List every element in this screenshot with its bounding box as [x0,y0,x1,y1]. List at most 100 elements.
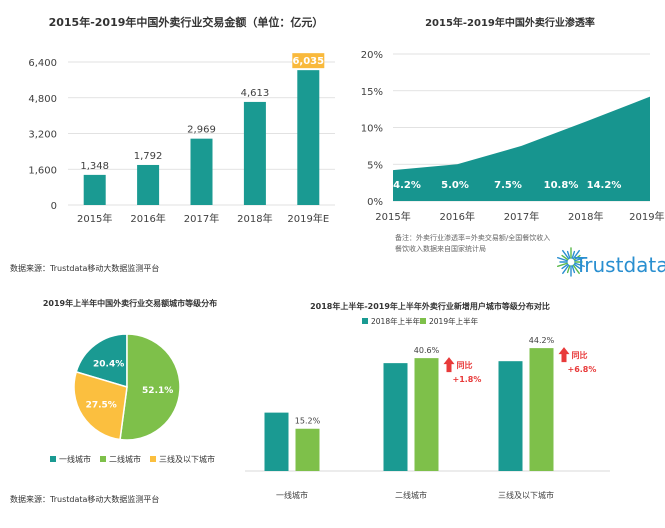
penetration-x-tick: 2018年 [568,210,603,223]
pie-legend-label: 三线及以下城市 [159,454,215,464]
penetration-y-tick: 5% [367,160,383,171]
yoy-label: 同比 [572,350,588,360]
pie-legend-swatch [100,456,106,462]
new-users-x-tick: 二线城市 [395,490,427,500]
pie-value-label: 20.4% [93,359,124,369]
penetration-value-label: 4.2% [393,180,421,191]
transaction-value-label: 1,792 [134,151,163,162]
penetration-x-tick: 2016年 [440,210,475,223]
increase-arrow-icon [443,357,455,373]
logo-ray [556,256,568,262]
penetration-x-tick: 2015年 [375,210,410,223]
logo-ray [556,262,568,268]
penetration-chart: 2015年-2019年中国外卖行业渗透率 0% 5% 10% 15% 20% 4.2% 5… [361,16,665,223]
logo-ray [566,250,571,259]
transaction-value-label: 2,969 [187,125,216,136]
new-users-bar [529,348,554,471]
new-users-legend-swatch [420,318,426,324]
new-users-bar [498,361,523,471]
new-users-chart: 2018年上半年-2019年上半年外卖行业新增用户城市等级分布对比 2018年上… [245,301,610,500]
city-tier-pie-chart: 2019年上半年中国外卖行业交易额城市等级分布 20.4%52.1%27.5% … [43,298,217,464]
bottom-left-source-note: 数据来源：Trustdata移动大数据监测平台 [10,494,159,504]
logo-ray [571,250,576,259]
new-users-value-label: 40.6% [414,346,440,355]
logo-ray [574,256,586,262]
penetration-note-line1: 备注：外卖行业渗透率=外卖交易额/全国餐饮收入 [395,233,550,242]
penetration-y-tick: 0% [367,197,383,208]
pie-chart-title: 2019年上半年中国外卖行业交易额城市等级分布 [43,298,217,308]
transaction-y-tick: 3,200 [28,130,57,141]
transaction-x-tick: 2018年 [237,212,272,225]
transaction-y-tick: 4,800 [28,94,57,105]
logo-ray [561,263,569,270]
new-users-bar [264,412,289,471]
yoy-change-label: +1.8% [453,375,482,384]
transaction-x-tick: 2017年 [184,212,219,225]
transaction-bar [190,138,213,205]
increase-arrow-icon [558,347,570,363]
transaction-chart-title: 2015年-2019年中国外卖行业交易金额（单位：亿元） [49,15,324,29]
transaction-value-label: 4,613 [241,88,270,99]
pie-slice [73,370,128,441]
transaction-value-label: 1,348 [80,161,109,172]
transaction-bar [83,174,106,205]
transaction-bar [243,101,266,205]
pie-legend-label: 二线城市 [109,454,141,464]
logo-ray [561,254,569,261]
pie-value-label: 52.1% [142,386,173,396]
logo-ray [562,249,570,260]
new-users-x-tick: 一线城市 [276,490,308,500]
transaction-x-tick: 2016年 [130,212,165,225]
transaction-value-label: 6,035 [292,56,324,67]
penetration-chart-title: 2015年-2019年中国外卖行业渗透率 [425,16,595,29]
logo-ray [573,254,581,261]
transaction-y-tick: 0 [51,201,57,212]
new-users-bar [414,358,439,471]
penetration-value-label: 5.0% [441,180,469,191]
pie-slice [75,333,128,389]
pie-legend-swatch [150,456,156,462]
logo-ray [572,249,580,260]
new-users-value-label: 15.2% [295,417,321,426]
transaction-x-tick: 2015年 [77,212,112,225]
logo-ray [562,264,570,275]
logo-ray [571,265,576,274]
penetration-x-tick: 2019年E [629,210,665,223]
logo-ray [572,264,580,275]
new-users-legend-label: 2019年上半年 [429,316,479,326]
new-users-x-tick: 三线及以下城市 [498,490,554,500]
new-users-bar [383,363,408,471]
yoy-change-label: +6.8% [568,365,597,374]
transaction-bar [297,70,320,205]
penetration-y-tick: 15% [361,87,383,98]
penetration-area [393,96,650,201]
new-users-legend-swatch [362,318,368,324]
logo-burst-icon [556,247,586,277]
transaction-highlight-box [292,53,325,69]
transaction-x-tick: 2019年E [287,212,329,225]
new-users-value-label: 44.2% [529,336,555,345]
penetration-value-label: 14.2% [587,180,622,191]
transaction-bar [137,164,160,205]
penetration-value-label: 7.5% [494,180,522,191]
pie-value-label: 27.5% [86,401,117,411]
pie-slice [119,333,181,441]
transaction-chart: 2015年-2019年中国外卖行业交易金额（单位：亿元） 0 1,600 3,200… [28,15,335,225]
new-users-bar [295,428,320,471]
transaction-y-tick: 1,600 [28,165,57,176]
penetration-y-tick: 20% [361,50,383,61]
transaction-y-tick: 6,400 [28,58,57,69]
logo-ray [573,263,581,270]
penetration-x-tick: 2017年 [504,210,539,223]
pie-legend-swatch [50,456,56,462]
top-left-source-note: 数据来源：Trustdata移动大数据监测平台 [10,263,159,273]
yoy-label: 同比 [457,360,473,370]
logo-text: Trustdata [574,253,665,277]
penetration-note-line2: 餐饮收入数据来自国家统计局 [395,244,486,253]
new-users-legend-label: 2018年上半年 [371,316,421,326]
pie-legend-label: 一线城市 [59,454,91,464]
new-users-chart-title: 2018年上半年-2019年上半年外卖行业新增用户城市等级分布对比 [310,301,550,311]
logo-ray [566,265,571,274]
penetration-y-tick: 10% [361,124,383,135]
